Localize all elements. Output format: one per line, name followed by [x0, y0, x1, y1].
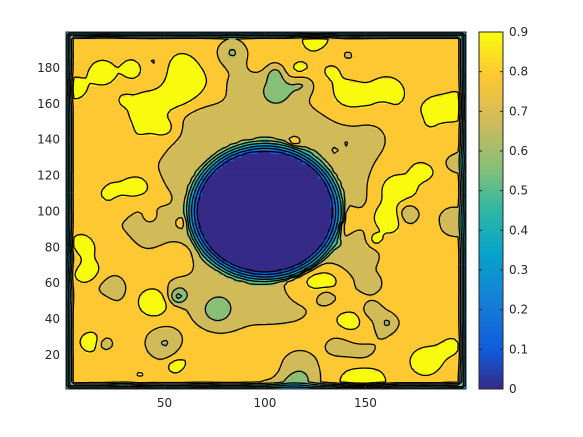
y-tick-label: 140	[37, 133, 60, 147]
y-tick-label: 20	[45, 348, 60, 362]
contour-line	[69, 35, 463, 387]
x-tick-label: 50	[157, 396, 172, 410]
y-tick-label: 40	[45, 312, 60, 326]
colorbar-tick-label: 0.2	[509, 303, 528, 317]
contour-line	[71, 36, 461, 385]
colorbar-frame	[478, 31, 504, 390]
colorbar-tick-label: 0.5	[509, 184, 528, 198]
x-axis: 50 100 150	[157, 32, 377, 410]
contour-line	[193, 147, 337, 276]
colorbar-ramp	[479, 32, 503, 389]
contour-line	[196, 150, 333, 273]
y-axis: 20 40 60 80 100 120 140 160 180	[37, 61, 466, 362]
colorbar-tick-label: 0.4	[509, 223, 528, 237]
colorbar: 0 0.1 0.2 0.3 0.4 0.5 0.6 0.7 0.8 0.9	[478, 25, 528, 396]
colorbar-tick-label: 0	[509, 382, 517, 396]
y-tick-label: 100	[37, 204, 60, 218]
contour-line	[66, 32, 466, 389]
plot-frame	[65, 31, 467, 390]
contour-lines	[66, 32, 466, 389]
colorbar-tick-label: 0.9	[509, 25, 528, 39]
colorbar-tick-label: 0.1	[509, 342, 528, 356]
contour-fill	[66, 32, 466, 389]
y-tick-label: 160	[37, 97, 60, 111]
colorbar-tick-label: 0.3	[509, 263, 528, 277]
contour-plot-area	[65, 31, 467, 390]
colorbar-tick-label: 0.8	[509, 65, 528, 79]
x-tick-label: 150	[354, 396, 377, 410]
contour-line	[66, 32, 466, 389]
colorbar-ticks: 0 0.1 0.2 0.3 0.4 0.5 0.6 0.7 0.8 0.9	[479, 25, 528, 396]
x-tick-label: 100	[254, 396, 277, 410]
y-tick-label: 120	[37, 169, 60, 183]
colorbar-tick-label: 0.7	[509, 104, 528, 118]
colorbar-tick-label: 0.6	[509, 144, 528, 158]
y-tick-label: 180	[37, 61, 60, 75]
y-tick-label: 80	[45, 240, 60, 254]
y-tick-label: 60	[45, 276, 60, 290]
contour-line	[72, 38, 460, 384]
